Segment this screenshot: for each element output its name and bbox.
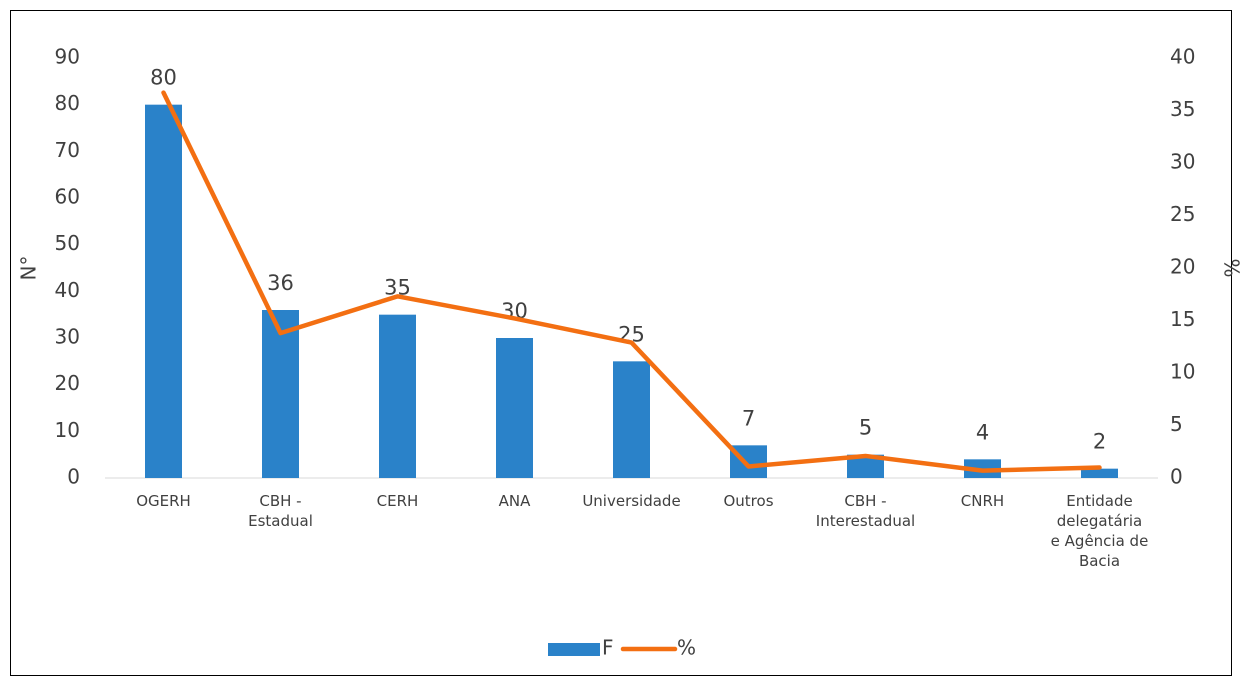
y-tick-label: 80 — [55, 91, 80, 115]
y-tick-label: 90 — [55, 45, 80, 69]
y-tick-label: 10 — [55, 418, 80, 442]
x-tick-label: CNRH — [961, 492, 1004, 510]
legend-label: % — [677, 636, 696, 660]
bar — [145, 104, 182, 479]
y-tick-label: 20 — [55, 371, 80, 395]
y-tick-label: 40 — [55, 278, 80, 302]
y2-tick-label: 40 — [1170, 45, 1195, 69]
y-axis-title: N° — [17, 256, 41, 281]
y2-axis-title: % — [1220, 258, 1242, 277]
line — [161, 90, 1102, 473]
y-tick-label: 30 — [55, 325, 80, 349]
x-tick-label: CBH -Interestadual — [816, 492, 915, 530]
y2-tick-label: 25 — [1170, 202, 1195, 226]
data-label: 80 — [150, 66, 177, 90]
y-tick-label: 70 — [55, 138, 80, 162]
data-label: 36 — [267, 271, 294, 295]
data-label: 5 — [859, 416, 872, 440]
x-tick-label: Outros — [723, 492, 773, 510]
data-label: 4 — [976, 420, 989, 444]
y2-tick-label: 20 — [1170, 255, 1195, 279]
y2-tick-label: 15 — [1170, 307, 1195, 331]
y-tick-label: 60 — [55, 185, 80, 209]
data-label: 7 — [742, 406, 755, 430]
y-tick-label: 0 — [67, 465, 80, 489]
x-tick-label: CBH -Estadual — [248, 492, 313, 530]
y2-tick-label: 0 — [1170, 465, 1183, 489]
bar — [1081, 468, 1118, 478]
y2-tick-label: 35 — [1170, 97, 1195, 121]
chart-border — [10, 10, 1232, 676]
x-tick-label: OGERH — [136, 492, 191, 510]
y-tick-label: 50 — [55, 231, 80, 255]
bar — [613, 361, 650, 478]
x-tick-label: Universidade — [582, 492, 680, 510]
legend-swatch — [548, 643, 600, 656]
x-tick-label: Entidade delegatária e Agência de Bacia — [1051, 492, 1149, 570]
y2-tick-label: 5 — [1170, 412, 1183, 436]
legend-label: F — [602, 636, 614, 660]
y2-tick-label: 10 — [1170, 360, 1195, 384]
data-label: 2 — [1093, 430, 1106, 454]
x-tick-label: CERH — [377, 492, 419, 510]
bar — [496, 338, 533, 478]
x-tick-label: ANA — [499, 492, 531, 510]
y2-tick-label: 30 — [1170, 150, 1195, 174]
bar — [262, 310, 299, 478]
bar — [847, 454, 884, 478]
bar — [379, 314, 416, 478]
